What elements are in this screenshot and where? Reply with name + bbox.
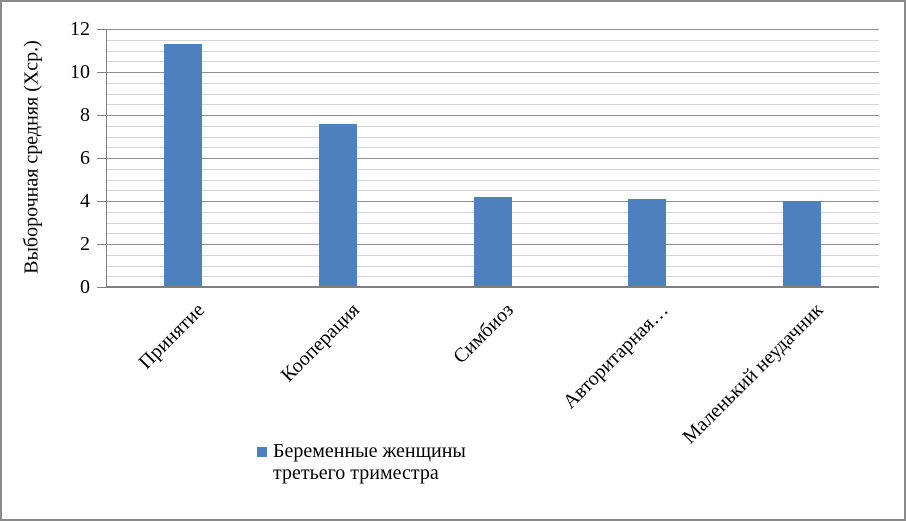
legend-swatch-icon (257, 447, 267, 457)
y-tick-label: 10 (70, 61, 90, 83)
legend: Беременные женщины третьего триместра (257, 440, 488, 484)
y-tick-mark (97, 158, 106, 159)
gridline-minor (106, 39, 879, 41)
bar (318, 123, 357, 287)
gridline-minor (106, 61, 879, 63)
y-tick-mark (97, 72, 106, 73)
bar (782, 201, 821, 287)
y-tick-label: 6 (80, 147, 90, 169)
category-label: Симбиоз (449, 299, 519, 368)
gridline-minor (106, 136, 879, 138)
gridline-minor (106, 147, 879, 149)
y-tick-mark (97, 115, 106, 116)
gridline-minor (106, 104, 879, 106)
gridline-minor (106, 125, 879, 127)
bar (473, 196, 512, 287)
y-tick-mark (97, 244, 106, 245)
category-label: Маленький неудачник (678, 299, 828, 449)
gridline-minor (106, 93, 879, 95)
category-label: Авторитарная… (558, 299, 673, 413)
gridline-minor (106, 50, 879, 52)
y-tick-label: 8 (80, 104, 90, 126)
x-axis-line (106, 286, 879, 288)
gridline-major (106, 158, 879, 159)
gridline-minor (106, 190, 879, 192)
y-tick-mark (97, 287, 106, 288)
y-tick-mark (97, 29, 106, 30)
bar (628, 198, 667, 287)
bar (164, 44, 203, 287)
y-tick-label: 0 (80, 276, 90, 298)
y-tick-label: 2 (80, 233, 90, 255)
gridline-major (106, 29, 879, 30)
category-label: Кооперация (276, 299, 364, 387)
gridline-minor (106, 168, 879, 170)
legend-label: Беременные женщины третьего триместра (273, 440, 466, 484)
y-tick-label: 12 (70, 18, 90, 40)
y-tick-label: 4 (80, 190, 90, 212)
gridline-major (106, 72, 879, 73)
gridline-major (106, 115, 879, 116)
category-label: Принятие (134, 299, 209, 374)
y-axis-line (106, 29, 107, 287)
plot-area (106, 29, 879, 287)
gridline-minor (106, 179, 879, 181)
gridline-minor (106, 82, 879, 84)
y-tick-mark (97, 201, 106, 202)
